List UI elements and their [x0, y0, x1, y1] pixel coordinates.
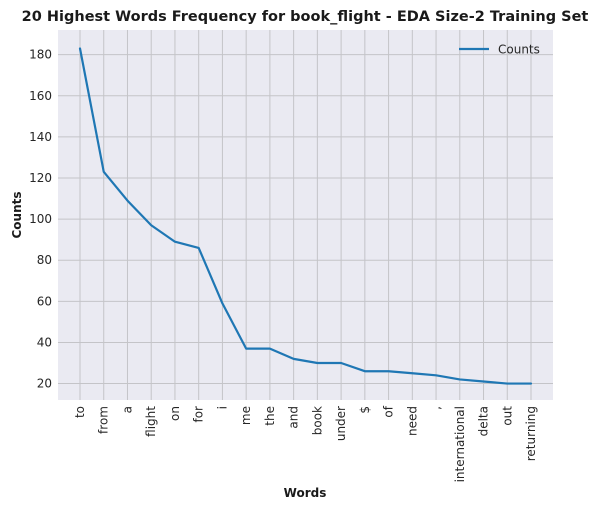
- y-tick-label: 160: [29, 89, 52, 103]
- y-tick-label: 120: [29, 171, 52, 185]
- x-tick-label: to: [73, 406, 87, 418]
- y-tick-label: 180: [29, 48, 52, 62]
- x-tick-label: need: [405, 406, 419, 436]
- x-tick-labels: to from a flight on for i me the and book under $ of n…: [73, 405, 538, 482]
- x-axis-label: Words: [284, 486, 327, 500]
- x-tick-label: book: [310, 406, 324, 435]
- plot-area: [58, 30, 553, 400]
- x-tick-label: on: [168, 406, 182, 421]
- x-tick-label: me: [239, 406, 253, 425]
- y-tick-label: 40: [37, 335, 52, 349]
- x-tick-label: ,: [429, 406, 443, 410]
- y-tick-label: 140: [29, 130, 52, 144]
- y-gridlines: [58, 54, 553, 385]
- y-tick-label: 20: [37, 377, 52, 391]
- y-axis-label: Counts: [10, 191, 24, 238]
- x-tick-label: for: [192, 406, 206, 423]
- x-tick-label: a: [120, 406, 134, 413]
- x-tick-label: the: [263, 406, 277, 426]
- x-tick-label: of: [382, 405, 396, 417]
- x-tick-label: i: [215, 406, 229, 409]
- x-tick-label: international: [453, 406, 467, 482]
- legend: Counts: [459, 43, 540, 57]
- x-tick-label: under: [334, 406, 348, 441]
- x-tick-label: delta: [477, 406, 491, 436]
- series-line-counts: [78, 47, 533, 385]
- x-tick-label: from: [97, 406, 111, 434]
- x-tick-label: $: [358, 406, 372, 414]
- y-tick-label: 60: [37, 294, 52, 308]
- y-tick-label: 80: [37, 253, 52, 267]
- y-tick-labels: 20 40 60 80 100 120 140 160 180: [29, 48, 52, 391]
- x-tick-label: and: [287, 406, 301, 429]
- y-tick-label: 100: [29, 212, 52, 226]
- chart-title: 20 Highest Words Frequency for book_flig…: [22, 9, 589, 25]
- x-tick-label: returning: [524, 406, 538, 461]
- series-group: [78, 47, 533, 385]
- x-tick-label: flight: [144, 406, 158, 437]
- legend-label-counts: Counts: [498, 43, 540, 57]
- x-gridlines: [79, 30, 532, 400]
- x-tick-label: out: [500, 406, 514, 426]
